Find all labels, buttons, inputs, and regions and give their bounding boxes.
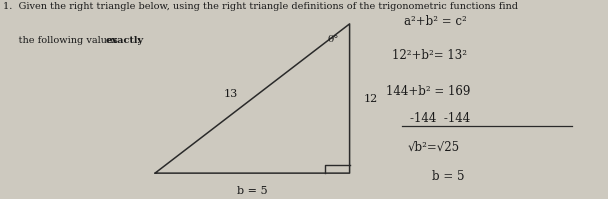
Text: the following values: the following values xyxy=(3,36,121,45)
Text: 144+b² = 169: 144+b² = 169 xyxy=(386,85,471,98)
Text: exactly: exactly xyxy=(105,36,143,45)
Text: b = 5: b = 5 xyxy=(432,170,464,183)
Text: -144  -144: -144 -144 xyxy=(410,112,471,125)
Text: 12²+b²= 13²: 12²+b²= 13² xyxy=(392,49,467,62)
Text: b = 5: b = 5 xyxy=(237,186,268,196)
Text: 1.  Given the right triangle below, using the right triangle definitions of the : 1. Given the right triangle below, using… xyxy=(3,2,518,11)
Text: 12: 12 xyxy=(364,95,378,104)
Text: 13: 13 xyxy=(224,89,238,99)
Text: θ°: θ° xyxy=(328,35,339,44)
Text: √b²=√25: √b²=√25 xyxy=(407,140,460,153)
Text: :: : xyxy=(137,36,140,45)
Text: a²+b² = c²: a²+b² = c² xyxy=(404,15,467,28)
